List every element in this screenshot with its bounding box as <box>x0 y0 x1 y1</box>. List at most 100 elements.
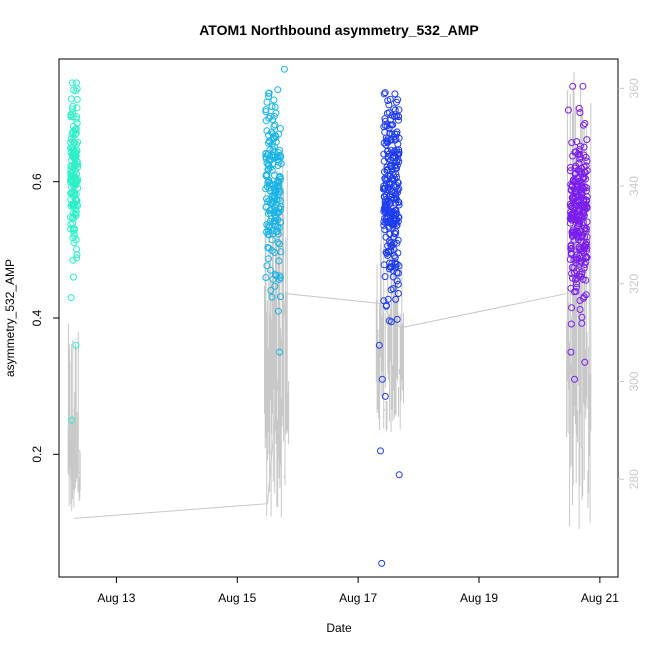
data-point <box>582 162 590 170</box>
data-point <box>263 98 271 106</box>
data-point <box>381 117 389 125</box>
data-point <box>385 101 393 109</box>
data-point <box>274 209 282 216</box>
data-point <box>582 225 590 233</box>
data-point <box>73 251 81 259</box>
data-point <box>583 253 591 261</box>
data-point <box>575 104 583 112</box>
data-point <box>391 90 399 98</box>
data-point <box>72 87 80 95</box>
data-point <box>269 275 277 283</box>
data-point <box>71 232 79 240</box>
data-point <box>263 195 270 203</box>
data-point <box>384 148 391 155</box>
data-point <box>380 218 388 226</box>
data-point <box>67 135 75 143</box>
data-point <box>390 133 398 141</box>
data-point <box>571 269 578 277</box>
data-point <box>391 147 399 155</box>
data-point <box>384 242 392 250</box>
data-point <box>276 197 284 204</box>
data-point <box>267 209 274 217</box>
data-point <box>386 207 394 215</box>
data-point <box>270 112 278 120</box>
data-point <box>72 236 80 244</box>
x-tick-label: Aug 19 <box>460 591 498 605</box>
data-point <box>268 236 276 244</box>
data-point <box>571 203 579 211</box>
data-point <box>272 138 280 146</box>
data-point <box>571 230 579 237</box>
data-point <box>387 161 394 169</box>
data-point <box>69 137 77 145</box>
secondary-spikes-2 <box>264 147 290 518</box>
data-point <box>567 242 575 250</box>
data-point <box>271 282 279 290</box>
data-point <box>576 153 584 161</box>
data-point <box>567 249 575 257</box>
secondary-spikes-1 <box>67 323 81 511</box>
data-point <box>381 198 389 206</box>
data-point <box>262 153 270 161</box>
data-point <box>381 115 389 123</box>
data-point <box>576 306 584 313</box>
data-point <box>395 116 402 124</box>
data-point <box>575 236 582 244</box>
data-point <box>73 85 81 93</box>
data-point <box>69 188 77 196</box>
data-point <box>262 106 270 114</box>
cluster-3 <box>375 89 403 567</box>
data-point <box>381 185 389 193</box>
data-point <box>576 217 584 225</box>
secondary-spikes-3 <box>375 199 404 432</box>
data-point <box>394 290 402 297</box>
data-point <box>73 96 81 103</box>
plot-frame <box>58 58 619 578</box>
y-left-axis: 0.2 0.4 0.6 <box>30 173 59 463</box>
data-point <box>577 273 584 281</box>
data-point <box>392 154 400 162</box>
data-point <box>568 215 576 223</box>
data-point <box>265 92 273 100</box>
data-point <box>384 295 392 303</box>
data-point <box>274 230 282 238</box>
data-point <box>579 207 587 215</box>
data-point <box>395 185 403 193</box>
data-point <box>69 102 77 110</box>
data-point <box>393 157 401 165</box>
data-point <box>394 96 402 104</box>
data-point <box>386 129 394 137</box>
data-point <box>263 262 271 270</box>
data-point <box>68 130 76 138</box>
data-point <box>583 167 591 175</box>
data-point <box>69 256 77 264</box>
secondary-connector-line <box>74 293 567 519</box>
data-point <box>577 245 585 253</box>
data-point <box>70 229 78 237</box>
data-point <box>68 416 76 424</box>
data-point <box>394 198 402 206</box>
data-point <box>378 375 386 383</box>
data-point <box>568 270 576 277</box>
data-point <box>276 276 283 283</box>
data-point <box>266 217 274 225</box>
data-point <box>269 151 277 159</box>
data-point <box>274 227 282 235</box>
data-point <box>69 225 77 232</box>
data-point <box>264 230 272 238</box>
data-point <box>582 276 590 284</box>
data-point <box>394 280 402 288</box>
data-point <box>577 191 585 199</box>
data-point <box>264 166 272 173</box>
data-point <box>73 119 81 127</box>
x-axis: Aug 13 Aug 15 Aug 17 Aug 19 Aug 21 <box>97 577 619 605</box>
data-point <box>273 196 281 203</box>
data-point <box>262 117 270 125</box>
y-tick-label: 0.4 <box>30 309 44 326</box>
data-point <box>72 208 80 216</box>
data-point <box>271 103 279 111</box>
data-point <box>73 104 81 112</box>
data-point <box>276 348 284 356</box>
data-point <box>390 105 398 113</box>
